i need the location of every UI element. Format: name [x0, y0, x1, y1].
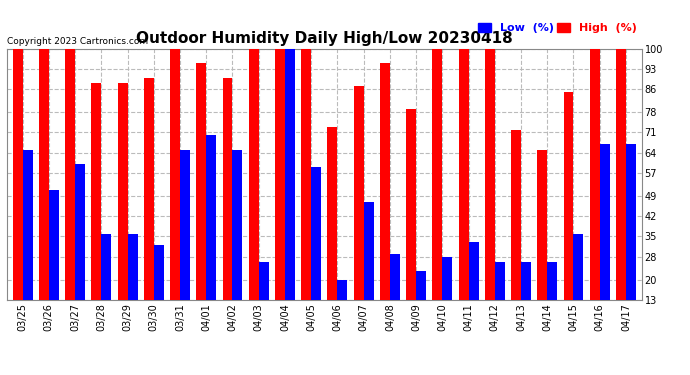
- Bar: [259, 262, 268, 300]
- Bar: [233, 150, 242, 300]
- Bar: [65, 49, 75, 300]
- Bar: [285, 49, 295, 300]
- Bar: [275, 49, 285, 300]
- Bar: [222, 78, 233, 300]
- Bar: [39, 49, 49, 300]
- Bar: [469, 242, 479, 300]
- Bar: [442, 256, 453, 300]
- Title: Outdoor Humidity Daily High/Low 20230418: Outdoor Humidity Daily High/Low 20230418: [136, 31, 513, 46]
- Bar: [206, 135, 216, 300]
- Bar: [459, 49, 469, 300]
- Bar: [75, 164, 85, 300]
- Bar: [302, 49, 311, 300]
- Bar: [328, 127, 337, 300]
- Bar: [249, 49, 259, 300]
- Bar: [626, 144, 636, 300]
- Bar: [49, 190, 59, 300]
- Bar: [616, 49, 626, 300]
- Bar: [311, 167, 321, 300]
- Bar: [495, 262, 505, 300]
- Bar: [573, 234, 584, 300]
- Bar: [511, 130, 521, 300]
- Bar: [144, 78, 154, 300]
- Bar: [154, 245, 164, 300]
- Bar: [521, 262, 531, 300]
- Bar: [416, 271, 426, 300]
- Bar: [564, 92, 573, 300]
- Bar: [23, 150, 32, 300]
- Legend: Low  (%), High  (%): Low (%), High (%): [473, 19, 642, 38]
- Bar: [170, 49, 180, 300]
- Bar: [433, 49, 442, 300]
- Bar: [180, 150, 190, 300]
- Bar: [485, 49, 495, 300]
- Bar: [337, 280, 347, 300]
- Bar: [128, 234, 137, 300]
- Bar: [406, 110, 416, 300]
- Bar: [600, 144, 610, 300]
- Bar: [547, 262, 558, 300]
- Bar: [538, 150, 547, 300]
- Bar: [590, 49, 600, 300]
- Bar: [117, 83, 128, 300]
- Bar: [196, 63, 206, 300]
- Text: Copyright 2023 Cartronics.com: Copyright 2023 Cartronics.com: [7, 37, 148, 46]
- Bar: [380, 63, 390, 300]
- Bar: [390, 254, 400, 300]
- Bar: [12, 49, 23, 300]
- Bar: [101, 234, 111, 300]
- Bar: [364, 202, 373, 300]
- Bar: [91, 83, 101, 300]
- Bar: [354, 86, 364, 300]
